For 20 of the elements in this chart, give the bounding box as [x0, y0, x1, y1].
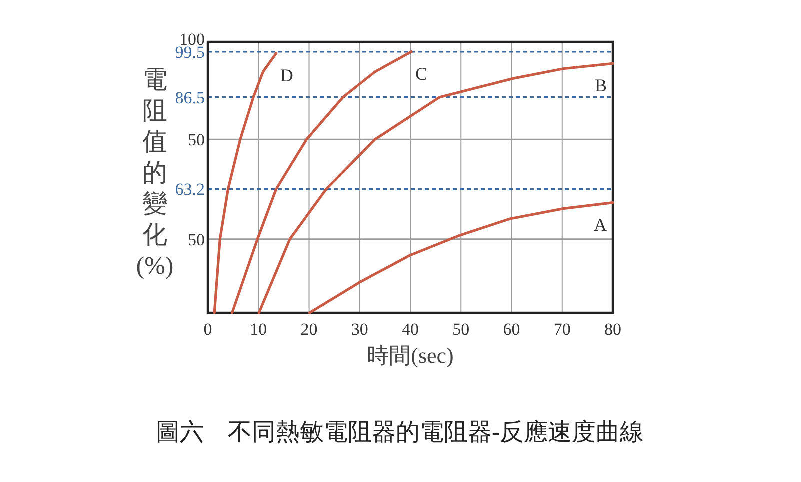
text: 圖六 不同熱敏電阻器的電阻器-反應速度曲線 — [156, 419, 644, 446]
text: 50 — [188, 230, 205, 250]
x-tick-label: 0 — [204, 320, 212, 339]
series-label: D — [280, 65, 294, 86]
x-tick-label: 30 — [351, 320, 368, 339]
x-tick-label: 50 — [452, 320, 470, 339]
x-tick-label: 80 — [604, 320, 622, 339]
text: 50 — [188, 130, 205, 150]
y-axis-title: 電阻值的變化(%) — [136, 67, 174, 280]
text: 63.2 — [175, 180, 205, 200]
x-tick-label: 40 — [402, 320, 419, 339]
series-label: A — [594, 214, 607, 235]
x-tick-label: 60 — [503, 320, 520, 339]
x-axis-title: 時間(sec) — [367, 343, 454, 368]
series-label: C — [416, 64, 428, 84]
x-tick-label: 10 — [250, 320, 268, 339]
x-tick-label: 70 — [554, 320, 571, 339]
x-tick-label: 20 — [300, 320, 318, 339]
series-label: B — [594, 76, 607, 96]
text: 86.5 — [175, 88, 205, 108]
